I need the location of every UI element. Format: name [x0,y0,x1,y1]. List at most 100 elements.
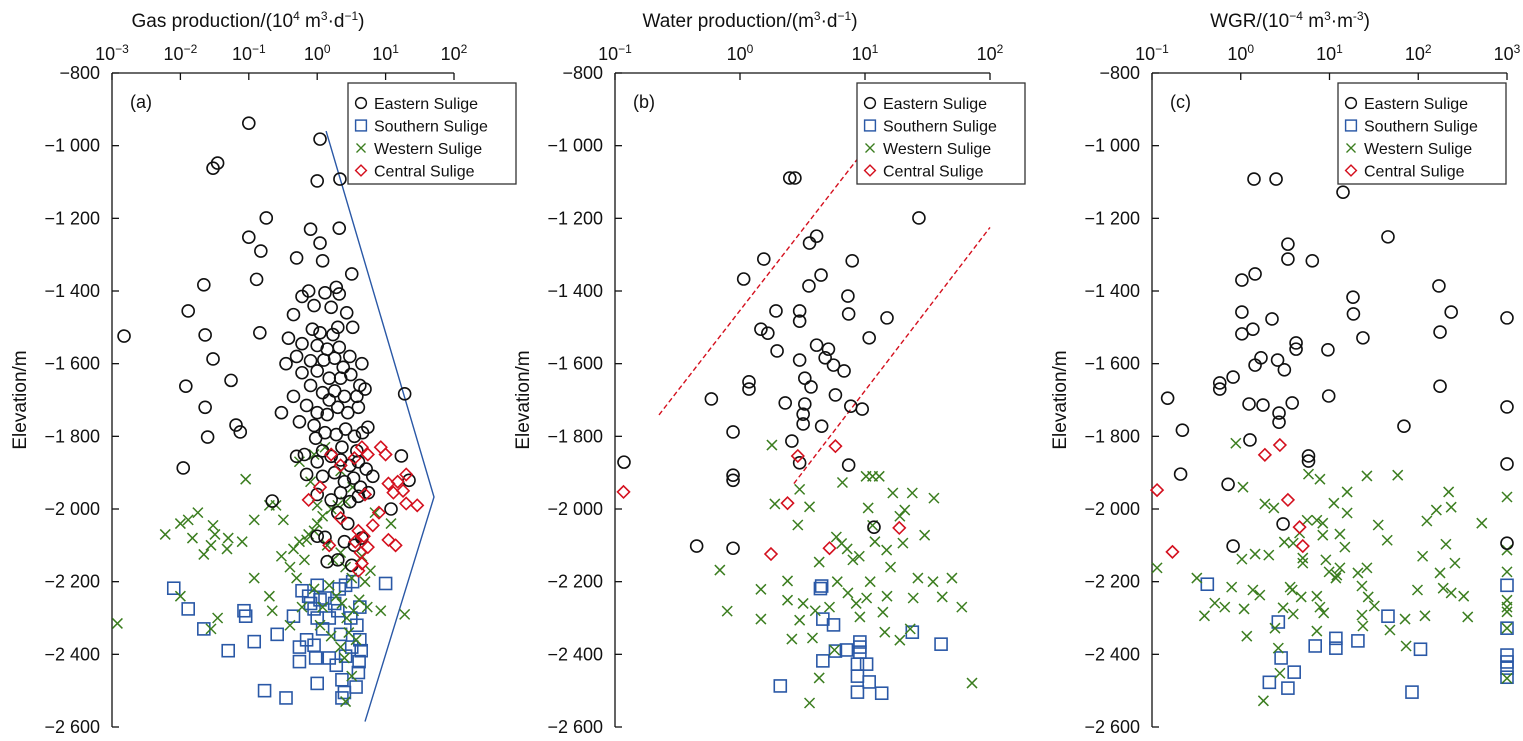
data-point [166,581,181,596]
data-point [337,389,352,404]
data-point [248,514,260,526]
data-point [315,469,330,484]
data-point [365,518,380,533]
data-point [1440,538,1452,550]
data-point [274,405,289,420]
data-point [275,550,287,562]
data-point [1278,536,1290,548]
data-point [359,462,373,476]
data-point [1277,363,1292,377]
data-point [222,532,234,544]
y-tick-label: −800 [1099,63,1140,83]
data-point [1271,615,1286,629]
data-point [339,305,354,320]
legend-label: Central Sulige [374,164,475,181]
data-point [181,304,195,318]
data-point [1458,590,1470,602]
data-point [1226,370,1240,384]
data-point [850,597,862,609]
legend-label: Central Sulige [1364,164,1465,181]
data-point [845,254,860,268]
data-point [1339,541,1351,553]
data-point [1297,552,1309,564]
data-point [879,626,891,638]
data-point [315,254,330,268]
data-point [229,418,243,432]
series-central-sulige [1149,437,1310,560]
data-point [338,578,353,593]
data-point [861,592,873,604]
data-point [1329,641,1343,655]
data-point [1235,305,1249,319]
y-tick-label: −2 200 [1084,572,1140,592]
data-point [1334,528,1346,540]
data-point [1269,622,1281,634]
data-point [378,576,393,591]
data-point [1321,343,1335,357]
data-point [346,572,358,584]
data-point [809,229,824,243]
legend-label: Eastern Sulige [374,96,478,113]
data-point [821,342,836,356]
y-tick-label: −1 400 [1084,281,1140,301]
data-point [1259,498,1271,510]
envelope-line [325,130,435,722]
data-point [298,554,310,566]
data-point [1381,609,1395,623]
data-point [1200,577,1215,592]
data-point [320,554,334,569]
data-point [894,510,906,522]
data-point [797,597,809,609]
data-point [1268,502,1280,514]
data-point [263,590,275,602]
data-point [293,536,305,548]
data-point [221,543,233,555]
data-point [159,528,171,540]
data-point [366,469,380,484]
y-tick-label: −800 [59,63,100,83]
data-point [249,272,264,287]
data-point [336,597,348,609]
data-point [1361,562,1373,574]
data-point [322,371,337,386]
data-point [792,519,804,531]
data-point [956,601,968,613]
data-point [1331,569,1343,581]
data-point [344,267,359,281]
data-point [322,393,337,407]
y-tick-label: −2 600 [1084,717,1140,737]
legend-box [347,82,517,185]
data-point [310,364,325,378]
data-point [297,447,312,462]
data-point [1334,562,1346,574]
data-point [1286,584,1298,596]
legend-label: Western Sulige [1364,141,1472,158]
data-point [1433,379,1447,393]
data-point [206,161,220,175]
legend-marker-diamond-icon [1344,164,1358,177]
x-tick-label: 10−2 [164,42,198,64]
x-tick-label: 101 [1316,42,1343,64]
data-point [1357,620,1369,632]
data-point [1381,534,1393,546]
data-point [1384,624,1396,636]
series-southern-sulige [773,579,948,701]
x-tick-label: 102 [441,42,468,64]
data-point [1256,398,1270,412]
data-point [343,349,357,364]
data-point [1270,353,1285,367]
data-point [813,672,825,684]
data-point [1238,603,1250,615]
data-point [763,546,779,562]
data-point [350,389,364,404]
y-tick-label: −1 800 [547,426,603,446]
series-eastern-sulige [1160,172,1514,553]
data-point [198,400,212,415]
data-point [1235,273,1249,287]
data-point [897,537,909,549]
data-point [1500,400,1514,414]
data-point [375,605,387,617]
data-point [1356,580,1368,592]
data-point [347,538,362,553]
